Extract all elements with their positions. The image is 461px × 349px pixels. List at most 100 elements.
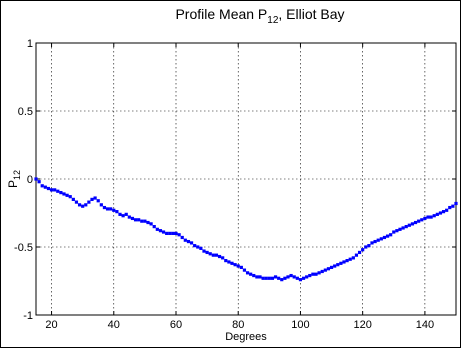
data-point	[239, 265, 243, 269]
data-point	[326, 267, 331, 271]
data-point	[102, 205, 107, 210]
data-point	[376, 238, 380, 242]
data-point	[339, 261, 343, 265]
y-tick-label: 0.5	[18, 106, 33, 118]
data-point	[292, 275, 296, 279]
chart-title-subscript: 12	[267, 15, 279, 26]
data-point	[382, 235, 387, 240]
data-point	[146, 220, 150, 225]
data-point	[221, 256, 225, 260]
data-point	[87, 200, 91, 204]
data-point	[236, 264, 240, 268]
data-point	[90, 197, 94, 201]
data-points	[34, 177, 458, 282]
y-axis-label-subscript: 12	[12, 170, 22, 180]
data-point	[417, 219, 421, 223]
data-point	[392, 230, 396, 234]
data-point	[105, 207, 110, 211]
data-point	[373, 239, 377, 244]
data-point	[115, 210, 119, 214]
x-tick-label: 120	[353, 319, 371, 331]
data-point	[432, 214, 436, 218]
data-point	[364, 245, 368, 249]
data-point	[186, 239, 191, 244]
data-point	[289, 273, 293, 278]
data-point	[65, 193, 69, 197]
data-point	[395, 229, 399, 233]
data-point	[320, 269, 324, 274]
data-point	[152, 225, 156, 229]
data-point	[177, 233, 181, 237]
data-point	[410, 222, 415, 226]
data-point	[305, 275, 309, 279]
x-tick-label: 100	[291, 319, 309, 331]
data-point	[68, 195, 72, 199]
data-point	[298, 278, 303, 282]
data-point	[367, 244, 371, 248]
data-point	[155, 227, 159, 231]
data-point	[429, 215, 433, 219]
data-point	[189, 241, 194, 245]
y-tick-label: -0.5	[14, 242, 33, 254]
data-point	[165, 231, 169, 235]
data-point	[217, 254, 222, 259]
data-point	[351, 256, 355, 260]
data-point	[258, 275, 262, 279]
data-point	[109, 207, 113, 211]
data-point	[230, 261, 234, 265]
data-point	[267, 276, 271, 280]
data-point	[385, 234, 390, 238]
data-point	[404, 225, 408, 229]
chart-title-main: Profile Mean P	[175, 6, 267, 22]
data-point	[301, 276, 306, 280]
data-point	[317, 271, 321, 275]
data-point	[133, 218, 138, 222]
data-point	[379, 237, 383, 241]
data-point	[93, 196, 97, 200]
data-point	[99, 203, 103, 207]
data-point	[333, 264, 337, 268]
data-point	[37, 180, 41, 184]
data-point	[348, 257, 352, 261]
y-axis-label: P12	[6, 170, 22, 188]
data-point	[158, 229, 163, 233]
data-point	[336, 263, 340, 267]
data-point	[205, 250, 209, 255]
data-point	[49, 188, 54, 192]
data-point	[255, 275, 259, 279]
data-point	[342, 260, 346, 264]
data-point	[249, 272, 253, 276]
data-point	[118, 212, 122, 216]
data-point	[423, 216, 427, 221]
data-point	[277, 276, 281, 280]
data-point	[357, 250, 362, 255]
y-tick-label: 0	[27, 174, 33, 186]
data-point	[295, 276, 299, 280]
x-tick-label: 20	[45, 319, 57, 331]
data-point	[183, 238, 187, 242]
data-point	[96, 199, 100, 203]
data-point	[308, 273, 312, 278]
data-point	[426, 215, 430, 219]
data-point	[345, 259, 349, 263]
data-point	[273, 275, 278, 279]
data-point	[280, 278, 284, 282]
data-point	[354, 253, 359, 257]
data-point	[252, 273, 256, 278]
data-point	[40, 184, 44, 188]
data-point	[174, 231, 178, 235]
data-point	[43, 185, 47, 189]
tick-labels: 20 40 60 80 100 120 140 -1 -0.5 0 0.5 1	[14, 38, 434, 331]
data-point	[398, 227, 402, 231]
data-point	[130, 216, 135, 221]
x-tick-label: 60	[170, 319, 182, 331]
data-point	[193, 244, 197, 248]
data-point	[370, 241, 374, 245]
data-point	[242, 268, 247, 272]
data-point	[413, 220, 418, 225]
data-point	[323, 268, 327, 272]
data-point	[233, 263, 237, 267]
data-point	[407, 223, 411, 227]
data-point	[208, 252, 212, 256]
